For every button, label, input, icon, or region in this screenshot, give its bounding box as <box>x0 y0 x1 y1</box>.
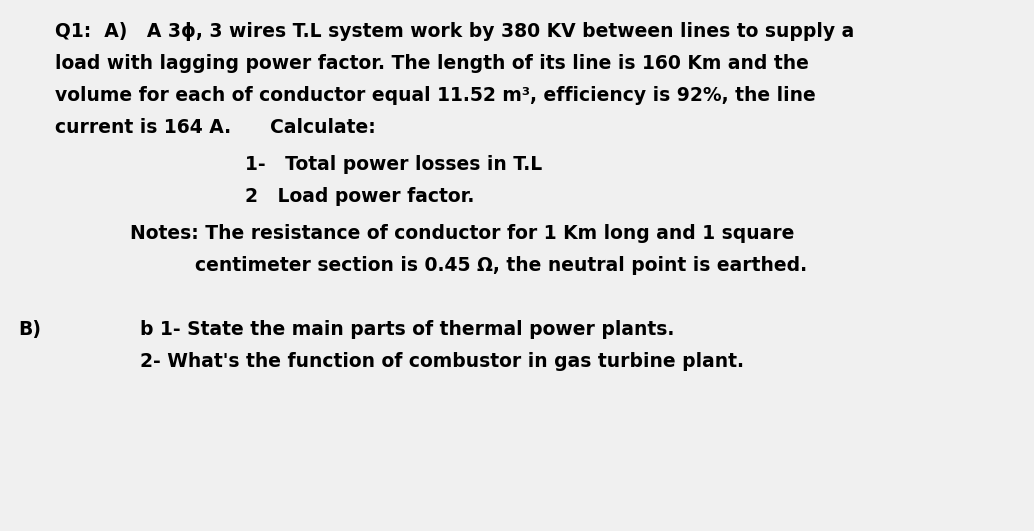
Text: centimeter section is 0.45 Ω, the neutral point is earthed.: centimeter section is 0.45 Ω, the neutra… <box>195 256 808 275</box>
Text: b 1- State the main parts of thermal power plants.: b 1- State the main parts of thermal pow… <box>140 320 674 339</box>
Text: current is 164 A.      Calculate:: current is 164 A. Calculate: <box>55 118 375 137</box>
Text: 2- What's the function of combustor in gas turbine plant.: 2- What's the function of combustor in g… <box>140 352 744 371</box>
Text: load with lagging power factor. The length of its line is 160 Km and the: load with lagging power factor. The leng… <box>55 54 809 73</box>
Text: 2   Load power factor.: 2 Load power factor. <box>245 187 475 206</box>
Text: Notes: The resistance of conductor for 1 Km long and 1 square: Notes: The resistance of conductor for 1… <box>130 224 794 243</box>
Text: B): B) <box>18 320 41 339</box>
Text: 1-   Total power losses in T.L: 1- Total power losses in T.L <box>245 155 542 174</box>
Text: volume for each of conductor equal 11.52 m³, efficiency is 92%, the line: volume for each of conductor equal 11.52… <box>55 86 816 105</box>
Text: Q1:  A)   A 3ϕ, 3 wires T.L system work by 380 KV between lines to supply a: Q1: A) A 3ϕ, 3 wires T.L system work by … <box>55 22 854 41</box>
